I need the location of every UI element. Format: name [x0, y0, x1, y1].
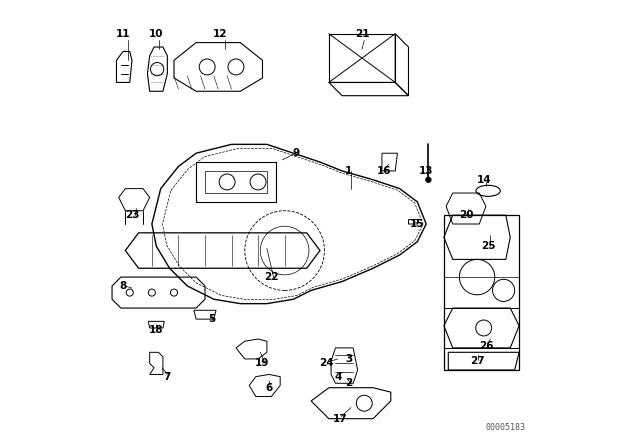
- Text: 24: 24: [319, 358, 334, 368]
- Circle shape: [426, 177, 431, 182]
- Text: 23: 23: [125, 210, 140, 220]
- Text: 7: 7: [164, 372, 171, 382]
- Text: 10: 10: [149, 29, 164, 39]
- Text: 8: 8: [120, 281, 127, 291]
- Text: 2: 2: [345, 378, 353, 388]
- Text: 11: 11: [116, 29, 131, 39]
- Text: 1: 1: [345, 166, 353, 176]
- Text: 19: 19: [255, 358, 269, 368]
- Text: 13: 13: [419, 166, 433, 176]
- Bar: [196, 162, 276, 202]
- Text: 14: 14: [476, 175, 491, 185]
- Text: 9: 9: [292, 148, 300, 158]
- Text: 15: 15: [410, 219, 424, 229]
- Text: 18: 18: [149, 325, 164, 335]
- Text: 20: 20: [459, 210, 473, 220]
- Text: 22: 22: [264, 272, 278, 282]
- Text: 5: 5: [208, 314, 215, 324]
- Text: 17: 17: [333, 414, 348, 424]
- Text: 16: 16: [377, 166, 392, 176]
- Text: 26: 26: [479, 340, 493, 351]
- Text: 25: 25: [481, 241, 495, 251]
- Bar: [205, 171, 267, 193]
- Text: 3: 3: [345, 354, 353, 364]
- Text: 27: 27: [470, 356, 484, 366]
- Text: 12: 12: [213, 29, 228, 39]
- Text: 6: 6: [266, 383, 273, 393]
- Text: 4: 4: [334, 372, 341, 382]
- Text: 00005183: 00005183: [486, 423, 526, 432]
- Text: 21: 21: [355, 29, 369, 39]
